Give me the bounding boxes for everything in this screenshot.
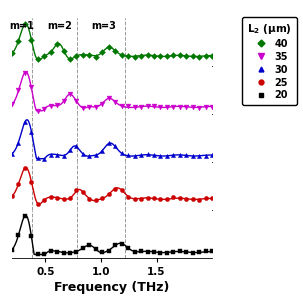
X-axis label: Frequency (THz): Frequency (THz) — [55, 281, 170, 294]
Text: m=3: m=3 — [91, 21, 116, 31]
Legend: 40, 35, 30, 25, 20: 40, 35, 30, 25, 20 — [242, 17, 297, 105]
Text: m=2: m=2 — [47, 21, 72, 31]
Text: m=1: m=1 — [10, 21, 35, 31]
